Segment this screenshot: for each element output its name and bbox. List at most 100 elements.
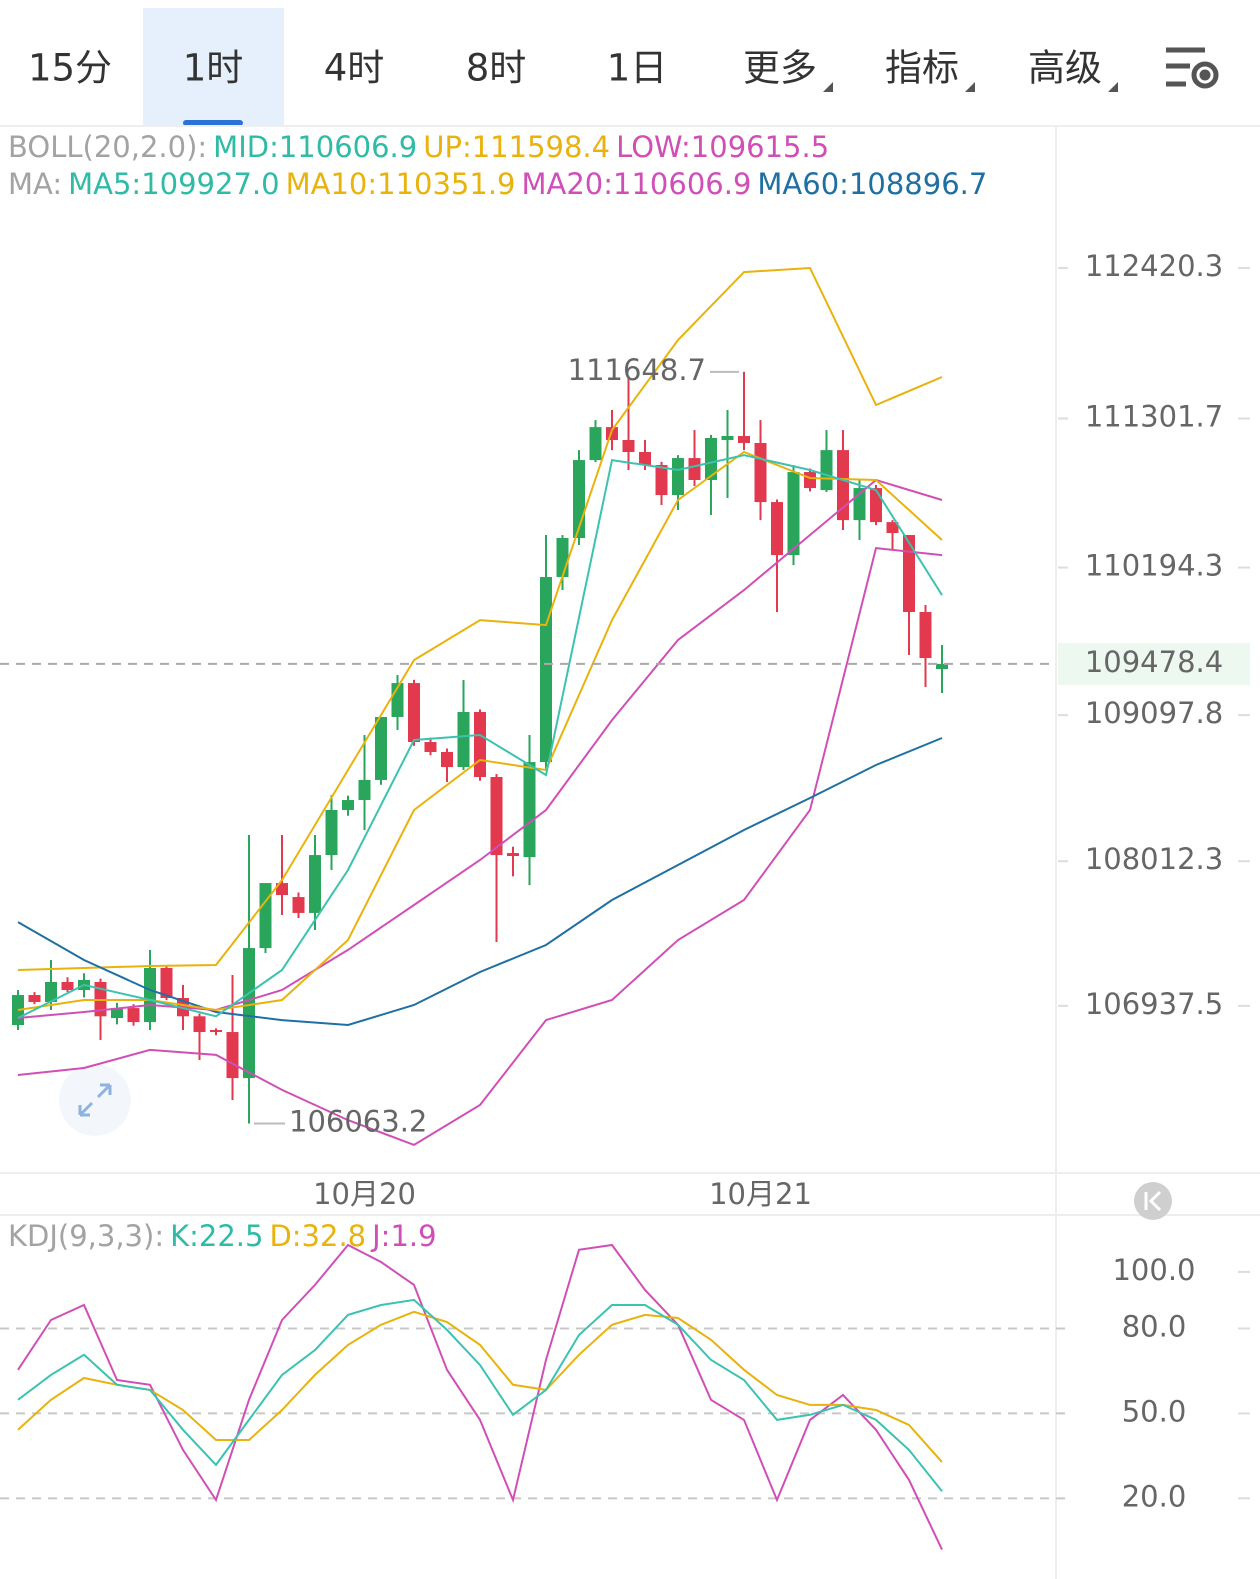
candle-body: [490, 777, 503, 856]
y-tick-label: 108012.3: [1085, 842, 1223, 876]
expand-button[interactable]: [59, 1064, 131, 1136]
candle-body: [342, 800, 354, 810]
tab-bar: 15分 1时 4时 8时 1日 更多 指标 高级: [28, 8, 1118, 126]
candle-body: [688, 458, 701, 480]
candle-body: [837, 450, 849, 521]
dropdown-caret: [1108, 82, 1118, 92]
dropdown-caret: [823, 82, 833, 92]
y-tick-label: 80.0: [1122, 1310, 1187, 1344]
kdj-line: [17, 1298, 943, 1492]
y-tick-label: 110194.3: [1085, 549, 1223, 583]
candle-body: [507, 853, 519, 857]
candle-body: [721, 435, 734, 441]
x-tick-label: 10月20: [313, 1177, 416, 1211]
settings-icon[interactable]: [1166, 47, 1219, 89]
candle-body: [160, 967, 173, 998]
candle-body: [919, 612, 932, 659]
candle-body: [408, 683, 420, 743]
boll-legend: BOLL(20,2.0): MID:110606.9 UP:111598.4 LOW:…: [8, 130, 829, 164]
chart-area: 112420.3 111301.7 110194.3 109097.8 108012.3…: [0, 249, 1250, 1551]
candle-body: [886, 522, 899, 534]
candle-body: [61, 981, 74, 991]
tab[interactable]: 4时: [324, 47, 385, 90]
indicator-line: [17, 547, 943, 1147]
candle-body: [111, 1008, 123, 1019]
candle-body: [754, 442, 767, 503]
candle-body: [556, 537, 569, 578]
candle-body: [540, 577, 552, 763]
legend-item: LOW:109615.5: [616, 130, 829, 164]
candle-body: [705, 437, 717, 480]
tab[interactable]: 更多: [743, 47, 817, 90]
tab[interactable]: 8时: [466, 47, 527, 90]
candle-body: [672, 458, 684, 496]
candle-body: [144, 967, 156, 1023]
legend-item: MA60:108896.7: [757, 167, 987, 201]
tab[interactable]: 15分: [28, 47, 112, 90]
indicator-line: [17, 737, 943, 1027]
candle-body: [259, 883, 272, 949]
kdj-line: [17, 1243, 943, 1551]
candle-body: [424, 742, 437, 752]
high-label: 111648.7: [568, 353, 706, 387]
candle-body: [441, 751, 453, 768]
candle-body: [375, 716, 387, 780]
active-tab-indicator: [183, 120, 243, 126]
tab[interactable]: 1时: [183, 47, 244, 90]
candle-body: [45, 981, 57, 1003]
candle-body: [903, 535, 915, 613]
legend-item: KDJ(9,3,3):: [8, 1219, 164, 1253]
candle-body: [787, 472, 800, 556]
candle-body: [870, 488, 882, 523]
y-tick-label: 112420.3: [1085, 249, 1223, 283]
active-tab-bg: [143, 8, 284, 126]
candle-body: [936, 663, 948, 670]
ma-legend: MA: MA5:109927.0 MA10:110351.9 MA20:110606.…: [8, 167, 987, 201]
candle-body: [292, 897, 305, 913]
legend-item: MID:110606.9: [213, 130, 417, 164]
y-tick-label: 109097.8: [1085, 696, 1223, 730]
legend-item: MA20:110606.9: [522, 167, 752, 201]
dropdown-caret: [965, 82, 975, 92]
legend-item: MA:: [8, 167, 62, 201]
candle-body: [243, 948, 255, 1079]
candle-body: [820, 450, 833, 491]
legend-item: MA10:110351.9: [286, 167, 516, 201]
candle-body: [309, 855, 321, 913]
y-tick-label: 100.0: [1112, 1253, 1195, 1287]
indicator-line: [17, 266, 943, 971]
current-price-label: 109478.4: [1085, 645, 1223, 679]
candle-body: [622, 440, 635, 452]
candle-body: [589, 427, 602, 461]
kdj-line: [17, 1310, 943, 1463]
y-tick-label: 106937.5: [1085, 987, 1223, 1021]
candle-body: [738, 435, 750, 443]
candle-body: [804, 472, 816, 489]
y-tick-label: 50.0: [1122, 1394, 1187, 1428]
tab[interactable]: 1日: [607, 47, 668, 90]
candle-body: [474, 712, 486, 778]
candle-body: [655, 465, 668, 496]
candle-body: [193, 1016, 206, 1033]
legend-item: K:22.5: [170, 1219, 263, 1253]
tab[interactable]: 高级: [1028, 47, 1102, 90]
scroll-latest-button[interactable]: [1134, 1182, 1172, 1220]
y-tick-label: 20.0: [1122, 1479, 1187, 1513]
candle-body: [457, 712, 470, 768]
candle-body: [226, 1032, 239, 1079]
legend-item: BOLL(20,2.0):: [8, 130, 207, 164]
candle-body: [325, 809, 338, 856]
y-tick-label: 111301.7: [1085, 400, 1223, 434]
candle-body: [210, 1030, 222, 1033]
indicator-line: [17, 454, 943, 1019]
legend-item: D:32.8: [269, 1219, 366, 1253]
kdj-legend: KDJ(9,3,3): K:22.5 D:32.8 J:1.9: [8, 1219, 437, 1253]
tab[interactable]: 指标: [885, 47, 959, 90]
low-label: 106063.2: [289, 1105, 427, 1139]
candle-body: [28, 995, 41, 1003]
indicator-line: [17, 450, 943, 1012]
indicator-line: [17, 478, 943, 1019]
x-tick-label: 10月21: [709, 1177, 812, 1211]
